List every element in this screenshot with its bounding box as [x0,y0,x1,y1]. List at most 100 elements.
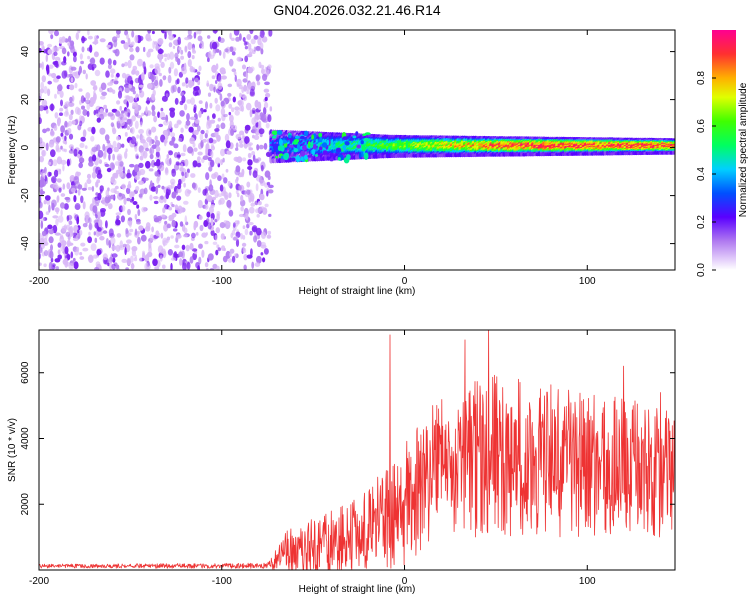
noise-cell [68,149,74,154]
signal-blob [304,154,308,160]
noise-cell [73,55,77,63]
noise-cell [104,163,110,168]
noise-cell [89,44,93,53]
noise-cell [157,48,164,55]
noise-cell [48,261,53,270]
noise-cell [264,66,268,75]
noise-cell [148,245,152,254]
noise-cell [259,112,264,121]
noise-cell [148,139,152,146]
noise-cell [54,112,59,119]
noise-cell [136,204,140,209]
noise-cell [192,142,196,148]
noise-cell [169,51,175,60]
noise-cell [74,203,81,210]
signal-blob [342,144,347,151]
noise-cell [39,88,45,94]
noise-cell [139,121,143,127]
noise-cell [206,83,210,87]
noise-cell [104,195,111,204]
noise-cell [127,112,131,118]
noise-cell [187,42,193,51]
noise-cell [131,115,136,122]
noise-cell [257,37,262,46]
noise-cell [121,205,126,212]
noise-cell [116,215,120,220]
noise-cell [179,258,183,266]
noise-cell [97,211,101,219]
noise-cell [159,79,163,87]
noise-cell [190,173,196,178]
noise-cell [207,156,212,162]
noise-cell [178,251,184,258]
noise-cell [126,257,132,266]
noise-cell [97,150,104,158]
noise-cell [267,114,272,123]
noise-cell [170,262,173,270]
noise-cell [45,109,49,114]
noise-cell [107,142,112,147]
noise-cell [201,249,205,258]
signal-blob [322,150,328,155]
noise-cell [144,254,150,263]
noise-cell [162,207,166,214]
noise-cell [39,179,45,188]
noise-cell [248,168,252,176]
noise-cell [125,95,131,100]
noise-cell [230,37,235,41]
noise-cell [116,30,121,35]
noise-cell [179,167,184,172]
noise-cell [115,110,121,117]
noise-cell [130,127,135,135]
spectrogram-x-ticks: -200 -100 0 100 [29,30,596,287]
noise-cell [127,75,133,84]
signal-blob [279,139,283,146]
noise-cell [251,151,256,156]
noise-cell [57,215,64,223]
noise-cell [217,117,221,122]
noise-cell [87,256,92,260]
noise-cell [263,142,268,150]
noise-cell [52,159,58,167]
noise-cell [48,64,54,69]
noise-cell [51,176,57,184]
noise-cell [58,168,62,175]
noise-cell [64,140,68,145]
noise-cell [88,231,91,236]
x-tick-label: -200 [29,276,49,287]
noise-cell [40,220,44,229]
noise-cell [253,134,260,140]
noise-cell [79,252,83,256]
noise-cell [91,146,98,153]
noise-cell [232,124,238,131]
noise-cell [242,247,247,254]
noise-cell [236,56,243,62]
noise-cell [223,247,226,252]
noise-cell [131,246,138,252]
noise-cell [151,30,155,35]
noise-cell [184,45,188,53]
signal-blob [312,143,317,150]
noise-cell [84,145,88,150]
noise-cell [52,215,59,219]
noise-cell [160,232,164,239]
noise-cell [209,267,215,270]
signal-blob [303,130,309,137]
noise-cell [73,176,80,184]
noise-cell [221,75,227,80]
noise-cell [241,242,247,247]
noise-cell [165,132,169,141]
noise-cell [95,109,99,114]
noise-cell [81,105,85,110]
noise-cell [229,248,235,254]
noise-cell [228,209,234,217]
noise-cell [128,220,132,228]
noise-cell [244,55,249,63]
noise-cell [68,35,72,43]
noise-cell [189,242,194,251]
noise-cell [127,232,132,236]
colorbar-gradient [712,30,736,270]
signal-blob [311,134,314,140]
noise-cell [117,155,122,161]
